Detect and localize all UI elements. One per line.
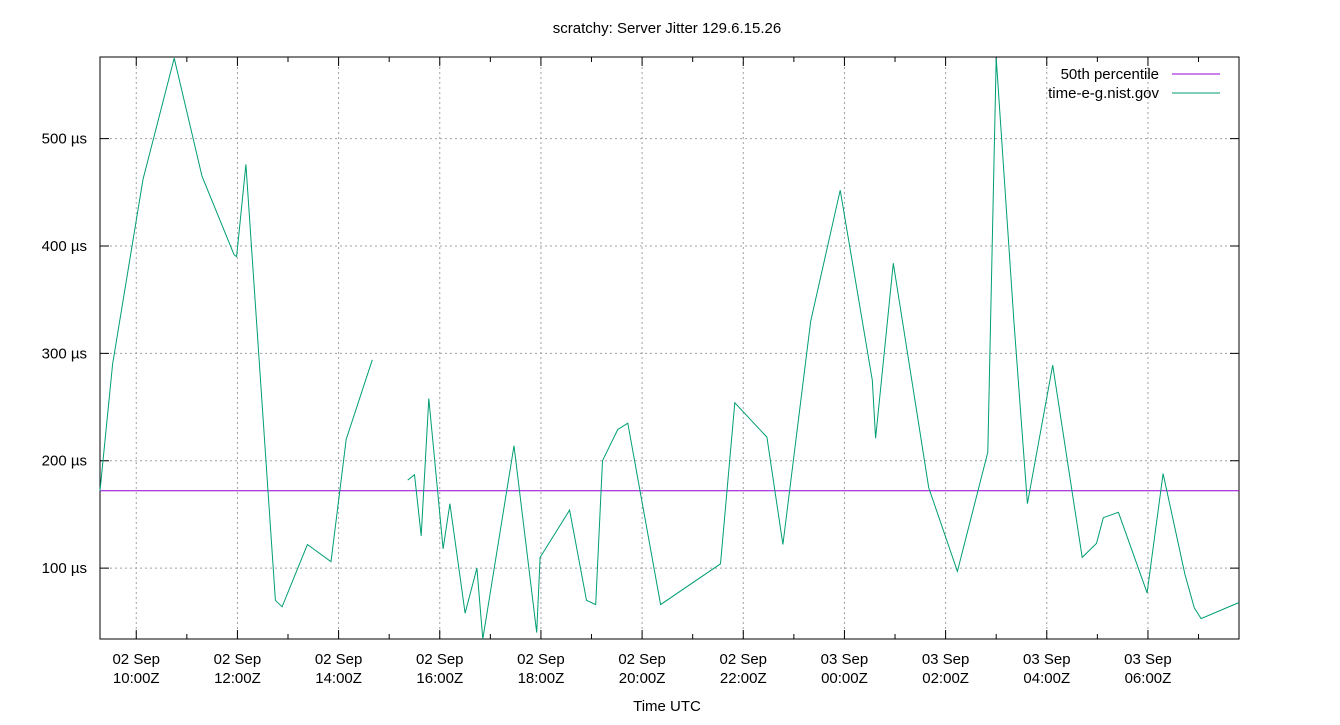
x-tick-label-time: 18:00Z	[518, 670, 565, 687]
x-tick-label-date: 03 Sep	[1124, 651, 1172, 668]
legend-label: time-e-g.nist.gov	[1048, 85, 1159, 102]
series-lines	[99, 57, 1240, 640]
x-tick-label-time: 22:00Z	[720, 670, 767, 687]
x-tick-label-time: 02:00Z	[922, 670, 969, 687]
y-tick-label: 400 µs	[42, 238, 87, 255]
series-line-server-1	[407, 58, 1240, 640]
x-tick-label-date: 02 Sep	[315, 651, 363, 668]
series-line-server-0	[99, 57, 373, 608]
x-tick-label-time: 04:00Z	[1023, 670, 1070, 687]
x-tick-label-date: 02 Sep	[112, 651, 160, 668]
y-tick-label: 200 µs	[42, 453, 87, 470]
x-axis-label: Time UTC	[633, 698, 701, 715]
x-tick-label-date: 03 Sep	[1023, 651, 1071, 668]
legend: 50th percentile time-e-g.nist.gov	[1048, 66, 1220, 102]
y-tick-label: 500 µs	[42, 131, 87, 148]
y-tick-label: 300 µs	[42, 345, 87, 362]
x-tick-label-date: 02 Sep	[719, 651, 767, 668]
x-tick-label-time: 00:00Z	[821, 670, 868, 687]
grid-lines	[100, 57, 1239, 639]
x-tick-label-date: 03 Sep	[821, 651, 869, 668]
x-tick-label-date: 02 Sep	[214, 651, 262, 668]
plot-border	[99, 56, 1240, 640]
y-tick-label: 100 µs	[42, 560, 87, 577]
chart-title: scratchy: Server Jitter 129.6.15.26	[553, 20, 781, 37]
legend-label: 50th percentile	[1061, 66, 1159, 83]
axes: 02 Sep 10:00Z 02 Sep 12:00Z 02 Sep 14:00Z 02 S…	[42, 56, 1240, 687]
x-tick-label-date: 03 Sep	[922, 651, 970, 668]
x-tick-label-time: 10:00Z	[113, 670, 160, 687]
x-tick-label-date: 02 Sep	[517, 651, 565, 668]
x-tick-label-time: 14:00Z	[315, 670, 362, 687]
x-tick-label-time: 20:00Z	[619, 670, 666, 687]
x-tick-label-time: 16:00Z	[416, 670, 463, 687]
x-tick-label-date: 02 Sep	[618, 651, 666, 668]
x-tick-label-time: 12:00Z	[214, 670, 261, 687]
x-tick-label-time: 06:00Z	[1125, 670, 1172, 687]
x-tick-label-date: 02 Sep	[416, 651, 464, 668]
